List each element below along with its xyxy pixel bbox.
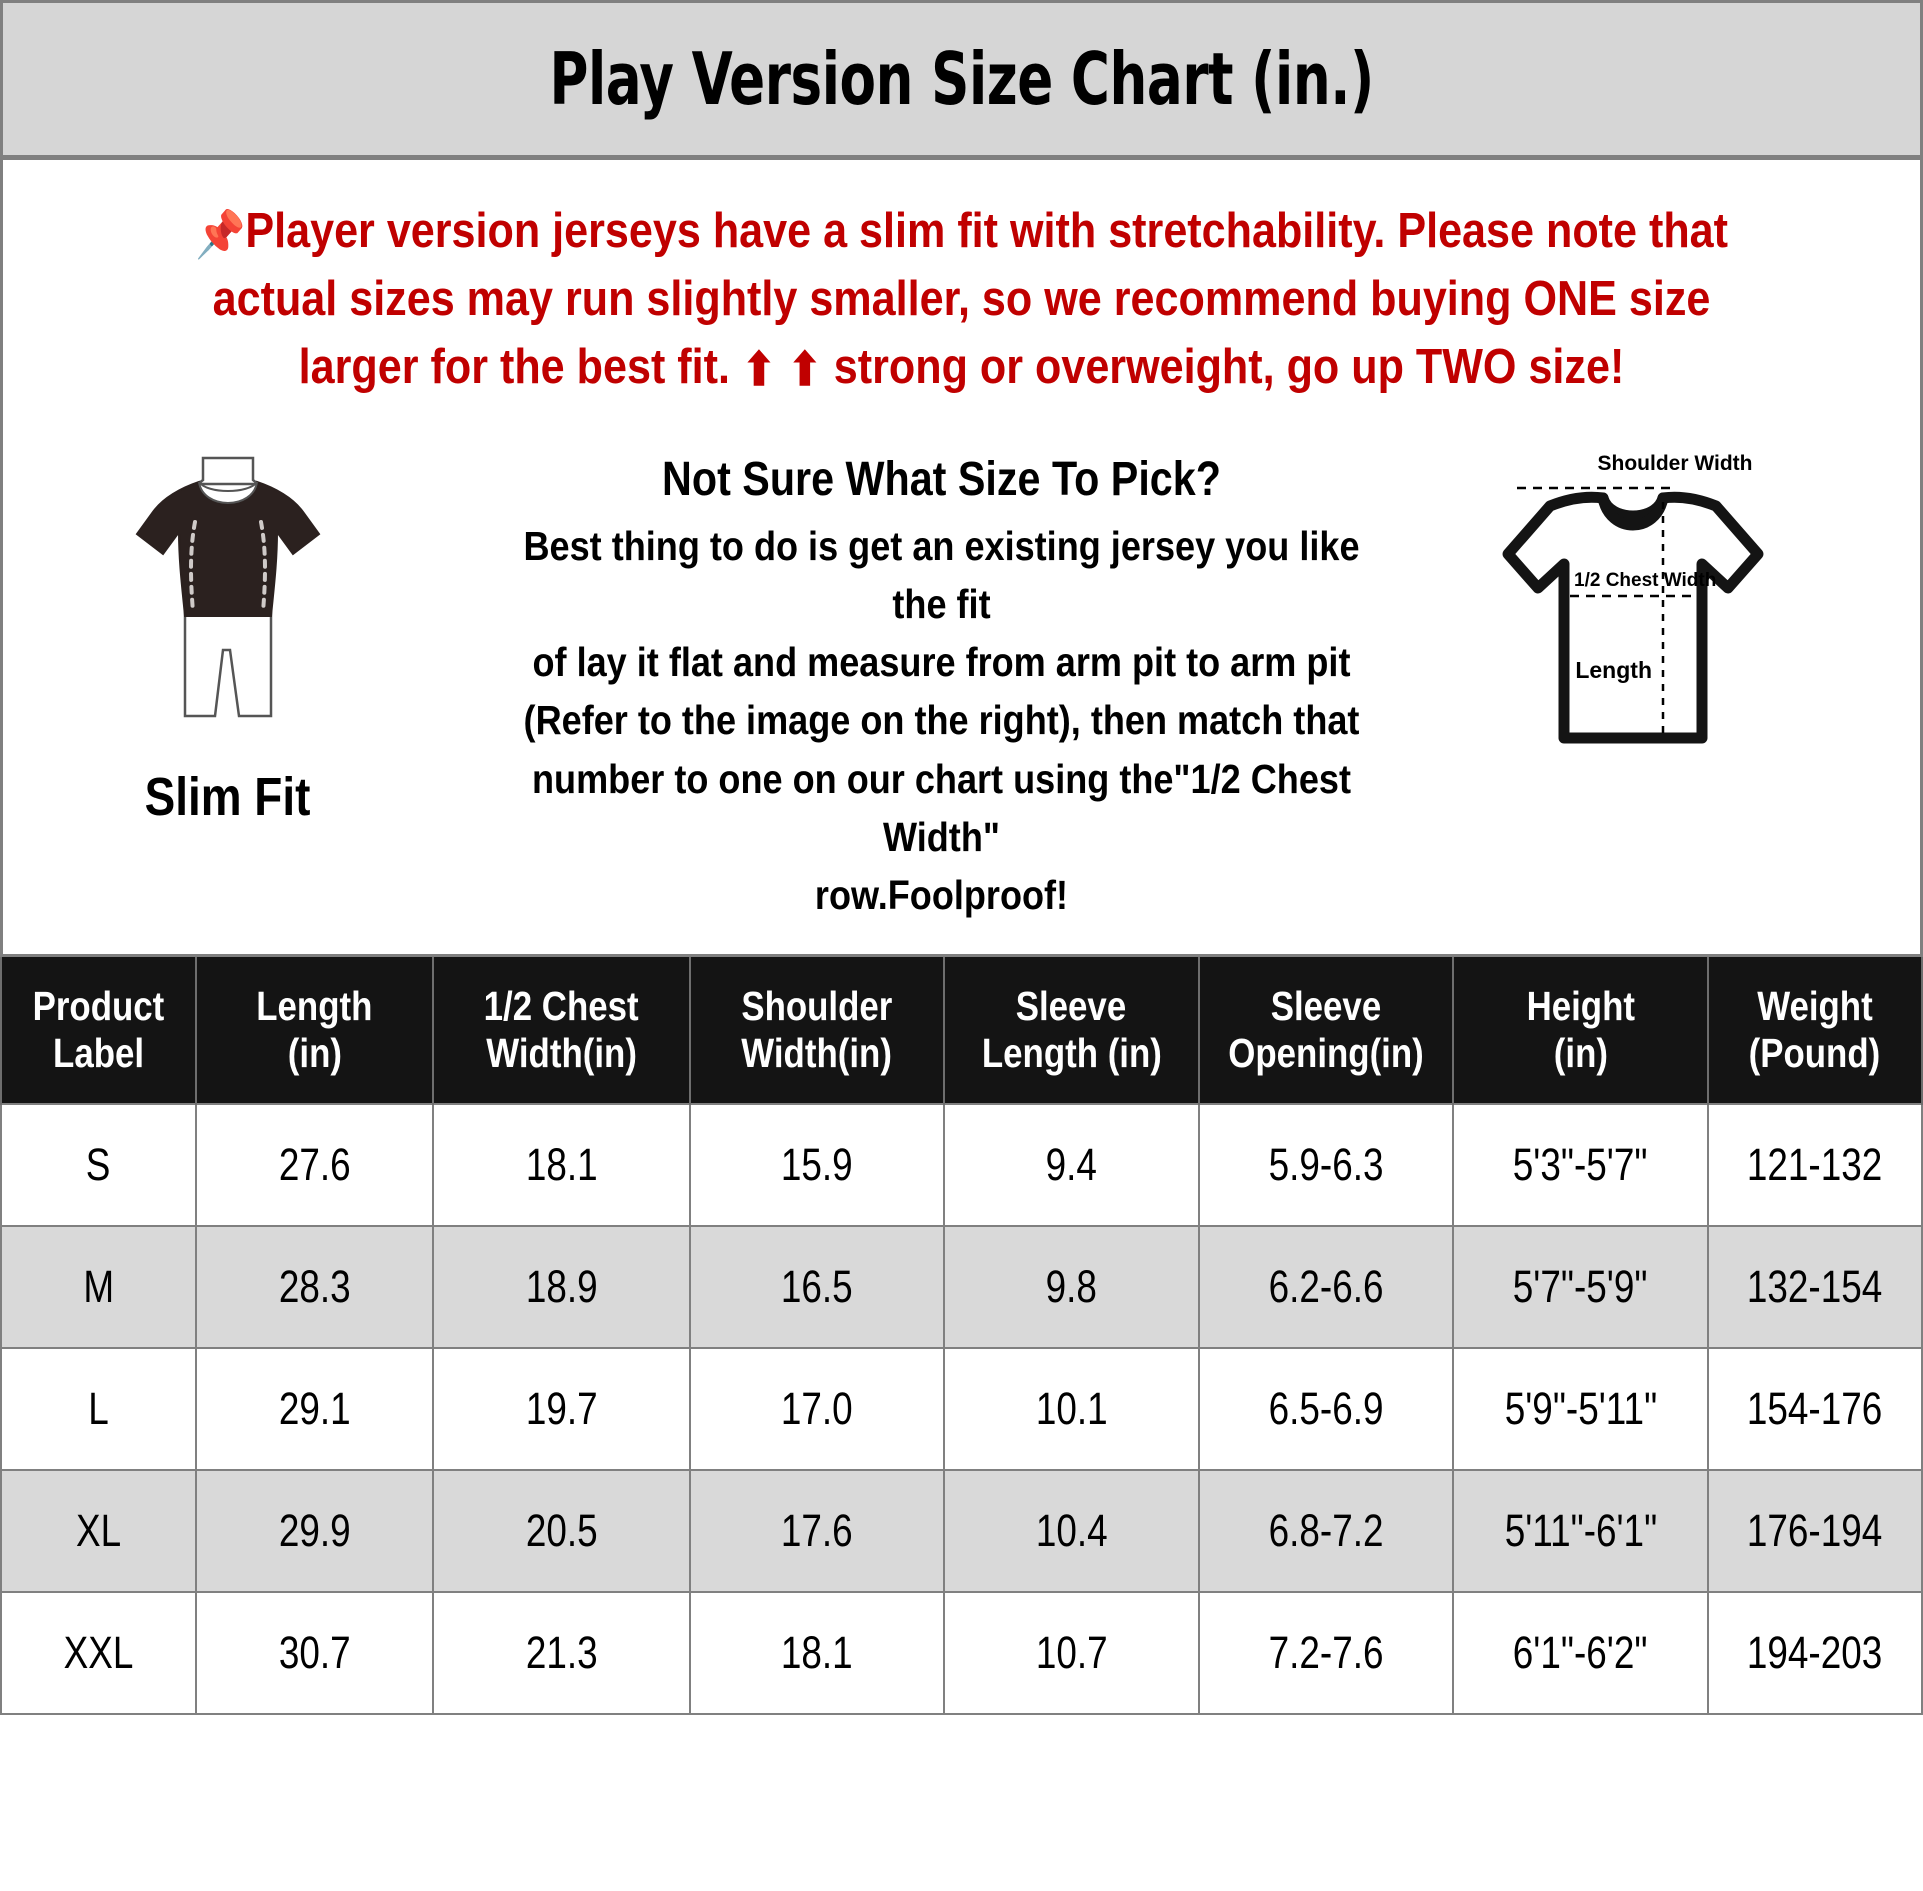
slim-fit-figure: Slim Fit: [33, 442, 423, 828]
arrow-up-icon-1: ⬆: [741, 343, 776, 396]
column-header-product-label: Product Label: [0, 955, 197, 1104]
cell-height: 5'7"-5'9": [1452, 1224, 1709, 1349]
cell-sleeve-length: 9.8: [943, 1224, 1200, 1349]
cell-half-chest-width: 18.9: [432, 1224, 691, 1349]
cell-length: 30.7: [194, 1590, 435, 1715]
info-section: Slim Fit Not Sure What Size To Pick? Bes…: [3, 408, 1920, 955]
cell-sleeve-length: 9.4: [943, 1102, 1200, 1227]
column-header-length: Length (in): [194, 955, 435, 1104]
half-chest-width-label: 1/2 Chest Width: [1574, 570, 1716, 591]
size-help-line-1: Best thing to do is get an existing jers…: [523, 522, 1360, 627]
cell-size: L: [0, 1346, 197, 1471]
tee-measurement-figure: Shoulder Width 1/2 Chest Width Length: [1460, 442, 1890, 776]
table-row: L 29.1 19.7 17.0 10.1 6.5-6.9 5'9"-5'11"…: [0, 1346, 1923, 1471]
page-title: Play Version Size Chart (in.): [549, 37, 1374, 121]
table-row: XXL 30.7 21.3 18.1 10.7 7.2-7.6 6'1"-6'2…: [0, 1590, 1923, 1715]
fit-notice: 📌Player version jerseys have a slim fit …: [118, 160, 1805, 408]
notice-line-3-before: for the best fit.: [430, 340, 730, 395]
tshirt-measurement-icon: Shoulder Width 1/2 Chest Width Length: [1502, 452, 1764, 744]
cell-size: XXL: [0, 1590, 197, 1715]
chart-body-panel: 📌Player version jerseys have a slim fit …: [0, 160, 1923, 955]
cell-weight: 194-203: [1706, 1590, 1923, 1715]
cell-weight: 132-154: [1706, 1224, 1923, 1349]
cell-shoulder-width: 17.6: [688, 1468, 946, 1593]
pushpin-icon: 📌: [194, 208, 246, 260]
column-header-shoulder-width: Shoulder Width(in): [688, 955, 946, 1104]
notice-line-2: actual sizes may run slightly smaller, s…: [212, 272, 1711, 395]
cell-weight: 176-194: [1706, 1468, 1923, 1593]
cell-height: 5'9"-5'11": [1452, 1346, 1709, 1471]
cell-height: 5'11"-6'1": [1452, 1468, 1709, 1593]
cell-shoulder-width: 18.1: [688, 1590, 946, 1715]
size-help-text: Not Sure What Size To Pick? Best thing t…: [423, 442, 1460, 925]
size-table: Product Label Length (in) 1/2 Chest Widt…: [0, 954, 1923, 1715]
cell-half-chest-width: 20.5: [432, 1468, 691, 1593]
cell-length: 29.9: [194, 1468, 435, 1593]
notice-line-1: Player version jerseys have a slim fit w…: [245, 204, 1729, 258]
cell-length: 28.3: [194, 1224, 435, 1349]
cell-size: M: [0, 1224, 197, 1349]
notice-line-3-after: strong or overweight, go up TWO size!: [833, 340, 1625, 395]
cell-height: 5'3"-5'7": [1452, 1102, 1709, 1227]
cell-length: 29.1: [194, 1346, 435, 1471]
cell-half-chest-width: 21.3: [432, 1590, 691, 1715]
cell-sleeve-opening: 5.9-6.3: [1197, 1102, 1455, 1227]
table-row: S 27.6 18.1 15.9 9.4 5.9-6.3 5'3"-5'7" 1…: [0, 1102, 1923, 1227]
arrow-up-icon-2: ⬆: [787, 343, 822, 396]
cell-sleeve-length: 10.7: [943, 1590, 1200, 1715]
mannequin-slim-fit-icon: [135, 456, 321, 717]
cell-weight: 121-132: [1706, 1102, 1923, 1227]
cell-sleeve-length: 10.4: [943, 1468, 1200, 1593]
size-help-line-2: of lay it flat and measure from arm pit …: [532, 639, 1351, 686]
column-header-sleeve-length: Sleeve Length (in): [943, 955, 1200, 1104]
cell-sleeve-opening: 6.2-6.6: [1197, 1224, 1455, 1349]
column-header-height: Height (in): [1452, 955, 1709, 1104]
cell-shoulder-width: 17.0: [688, 1346, 946, 1471]
size-help-heading: Not Sure What Size To Pick?: [662, 452, 1221, 506]
size-help-line-4: number to one on our chart using the"1/2…: [532, 755, 1351, 860]
cell-weight: 154-176: [1706, 1346, 1923, 1471]
cell-sleeve-length: 10.1: [943, 1346, 1200, 1471]
table-row: M 28.3 18.9 16.5 9.8 6.2-6.6 5'7"-5'9" 1…: [0, 1224, 1923, 1349]
table-header-row: Product Label Length (in) 1/2 Chest Widt…: [0, 955, 1923, 1104]
cell-half-chest-width: 18.1: [432, 1102, 691, 1227]
cell-shoulder-width: 15.9: [688, 1102, 946, 1227]
column-header-sleeve-opening: Sleeve Opening(in): [1197, 955, 1455, 1104]
cell-size: S: [0, 1102, 197, 1227]
cell-height: 6'1"-6'2": [1452, 1590, 1709, 1715]
column-header-weight: Weight (Pound): [1706, 955, 1923, 1104]
table-row: XL 29.9 20.5 17.6 10.4 6.8-7.2 5'11"-6'1…: [0, 1468, 1923, 1593]
cell-sleeve-opening: 6.5-6.9: [1197, 1346, 1455, 1471]
slim-fit-label: Slim Fit: [145, 766, 311, 827]
size-help-line-5: row.Foolproof!: [814, 872, 1069, 918]
cell-size: XL: [0, 1468, 197, 1593]
chart-title-band: Play Version Size Chart (in.): [0, 0, 1923, 160]
cell-sleeve-opening: 7.2-7.6: [1197, 1590, 1455, 1715]
size-help-line-3: (Refer to the image on the right), then …: [523, 697, 1360, 744]
shoulder-width-label: Shoulder Width: [1598, 452, 1753, 475]
cell-length: 27.6: [194, 1102, 435, 1227]
length-label: Length: [1575, 657, 1652, 683]
cell-half-chest-width: 19.7: [432, 1346, 691, 1471]
cell-shoulder-width: 16.5: [688, 1224, 946, 1349]
column-header-half-chest-width: 1/2 Chest Width(in): [432, 955, 691, 1104]
cell-sleeve-opening: 6.8-7.2: [1197, 1468, 1455, 1593]
